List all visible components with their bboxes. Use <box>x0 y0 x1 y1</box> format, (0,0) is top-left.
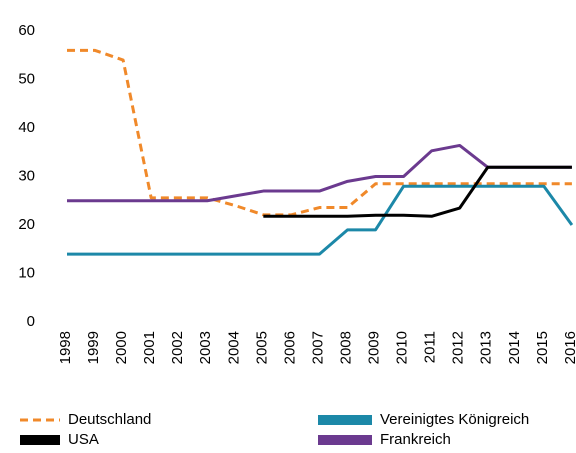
x-tick-label: 2008 <box>337 331 354 364</box>
legend-label: Frankreich <box>380 431 451 448</box>
x-tick-label: 2009 <box>366 331 383 364</box>
x-tick-label: 2004 <box>225 331 242 364</box>
y-tick-label: 40 <box>18 119 35 136</box>
x-tick-label: 2013 <box>478 331 495 364</box>
x-tick-label: 2002 <box>169 331 186 364</box>
legend-marker <box>318 415 372 425</box>
series-line <box>67 48 572 217</box>
x-tick-label: 2014 <box>506 331 523 364</box>
y-tick-label: 0 <box>27 313 35 330</box>
series-line <box>263 165 572 218</box>
series-line <box>67 184 574 256</box>
x-tick-label: 2015 <box>534 331 551 364</box>
y-tick-label: 60 <box>18 22 35 39</box>
x-tick-label: 2003 <box>197 331 214 364</box>
y-tick-label: 50 <box>18 70 35 87</box>
y-tick-label: 10 <box>18 264 35 281</box>
legend-label: Deutschland <box>68 411 151 428</box>
x-tick-label: 2010 <box>394 331 411 364</box>
x-tick-label: 2012 <box>450 331 467 364</box>
x-tick-label: 2006 <box>281 331 298 364</box>
x-tick-label: 2011 <box>422 331 439 363</box>
y-tick-label: 20 <box>18 216 35 233</box>
x-tick-label: 2005 <box>253 331 270 364</box>
legend-label: Vereinigtes Königreich <box>380 411 529 428</box>
x-tick-label: 1998 <box>57 331 74 364</box>
legend-marker <box>20 435 60 445</box>
x-tick-label: 2007 <box>309 331 326 364</box>
legend-label: USA <box>68 431 99 448</box>
x-tick-label: 1999 <box>85 331 102 364</box>
y-tick-label: 30 <box>18 167 35 184</box>
x-tick-label: 2000 <box>113 331 130 364</box>
x-tick-label: 2016 <box>562 331 576 364</box>
x-tick-label: 2001 <box>141 331 158 364</box>
legend-marker <box>318 435 372 445</box>
series-line <box>67 143 572 203</box>
